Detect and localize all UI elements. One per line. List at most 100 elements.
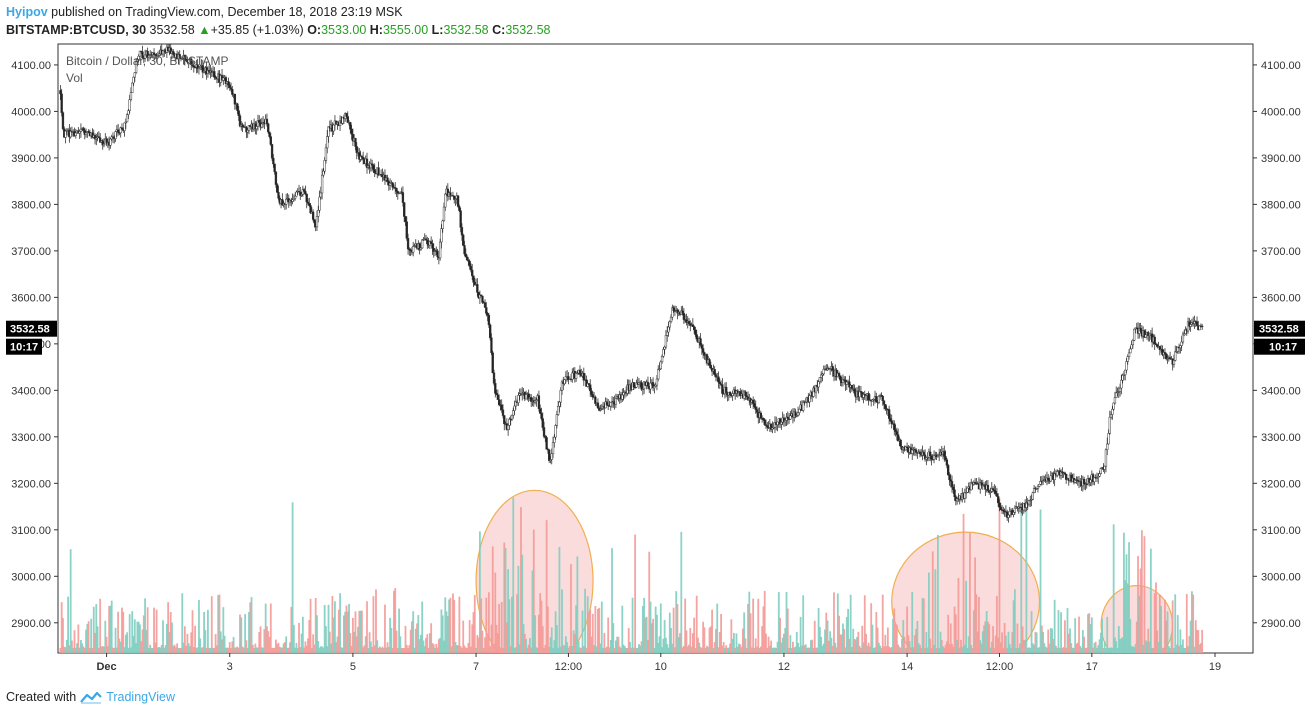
- candle-body: [114, 131, 117, 139]
- candle-body: [708, 359, 711, 366]
- candle-body: [820, 374, 823, 378]
- volume-bar: [1184, 647, 1187, 653]
- candle-body: [403, 202, 406, 217]
- candle-body: [133, 72, 136, 78]
- volume-bar: [975, 594, 978, 653]
- volume-bar: [195, 647, 198, 653]
- volume-bar: [863, 595, 866, 653]
- volume-bar: [485, 597, 488, 653]
- volume-bar: [325, 626, 327, 653]
- candle-body: [557, 405, 560, 415]
- volume-bar: [219, 631, 222, 653]
- volume-bar: [505, 622, 508, 653]
- volume-bar: [441, 615, 444, 653]
- candle-body: [304, 191, 307, 195]
- tradingview-brand[interactable]: TradingView: [106, 690, 175, 704]
- volume-bar: [830, 637, 833, 653]
- candle-body: [649, 382, 652, 390]
- volume-bar: [1151, 647, 1154, 653]
- volume-bar: [227, 647, 230, 653]
- volume-bar: [162, 620, 164, 653]
- publisher-name[interactable]: Hyipov: [6, 5, 48, 19]
- x-tick-label: 7: [473, 661, 479, 673]
- volume-bar: [99, 598, 102, 653]
- volume-bar: [244, 614, 247, 653]
- volume-bar: [1169, 647, 1171, 653]
- volume-bar: [681, 647, 684, 653]
- volume-bar: [1138, 595, 1141, 653]
- volume-bar: [817, 607, 820, 653]
- volume-bar: [563, 645, 566, 653]
- candle-body: [578, 369, 582, 375]
- candle-body: [1013, 507, 1017, 513]
- volume-bar: [908, 640, 911, 653]
- volume-bar: [253, 647, 256, 653]
- volume-bar: [364, 636, 367, 653]
- volume-bar: [309, 598, 312, 653]
- volume-bar: [752, 598, 755, 653]
- candle-body: [1065, 473, 1068, 480]
- volume-bar: [339, 593, 341, 653]
- candle-body: [273, 163, 276, 173]
- chart-header: Hyipov published on TradingView.com, Dec…: [6, 4, 551, 38]
- volume-bar: [210, 596, 213, 653]
- volume-bar: [250, 597, 253, 653]
- candle-body: [1144, 334, 1147, 338]
- volume-bar: [59, 647, 62, 653]
- volume-bar: [688, 644, 690, 653]
- volume-bar: [463, 645, 466, 653]
- volume-bar: [847, 608, 849, 653]
- volume-bar: [446, 616, 449, 653]
- volume-bar: [901, 638, 903, 653]
- candle-body: [324, 147, 328, 161]
- volume-bar: [262, 647, 264, 653]
- volume-bar: [962, 513, 965, 653]
- candle-body: [431, 243, 434, 249]
- last-price: 3532.58: [149, 23, 195, 37]
- volume-bar: [768, 645, 771, 653]
- volume-bar: [729, 643, 731, 653]
- volume-bar: [618, 646, 621, 653]
- volume-bar: [403, 647, 406, 653]
- volume-bar: [260, 647, 263, 653]
- volume-bar: [897, 644, 900, 653]
- volume-bar: [550, 627, 553, 653]
- volume-bar: [785, 592, 788, 653]
- volume-bar: [425, 637, 427, 653]
- volume-bar: [540, 600, 543, 653]
- volume-bar: [477, 637, 480, 653]
- y-tick-label-right: 4000.00: [1261, 106, 1301, 118]
- volume-bar: [108, 605, 111, 653]
- candle-body: [563, 379, 566, 385]
- volume-bar: [1144, 640, 1147, 653]
- volume-bar: [508, 599, 511, 653]
- candle-body: [480, 294, 483, 297]
- volume-bar: [230, 647, 232, 653]
- volume-bar: [1194, 620, 1197, 653]
- candle-body: [550, 453, 553, 460]
- volume-bar: [189, 646, 191, 653]
- volume-bar: [452, 593, 454, 653]
- candle-body: [889, 418, 892, 422]
- candle-body: [653, 385, 656, 389]
- volume-bar: [1031, 643, 1034, 653]
- volume-bar: [694, 647, 697, 653]
- volume-bar: [621, 605, 624, 653]
- volume-bar: [65, 639, 68, 653]
- volume-bar: [330, 643, 332, 653]
- volume-bar: [686, 646, 689, 653]
- candle-body: [537, 395, 541, 409]
- volume-bar: [727, 647, 730, 653]
- volume-bar: [191, 610, 194, 653]
- candle-body: [1139, 328, 1142, 332]
- volume-bar: [490, 624, 493, 653]
- volume-bar: [73, 630, 76, 653]
- candle-body: [124, 121, 127, 124]
- volume-bar: [561, 589, 563, 653]
- candle-body: [123, 122, 126, 131]
- candle-body: [494, 383, 497, 394]
- volume-bar: [990, 641, 993, 653]
- volume-bar: [1189, 620, 1192, 653]
- volume-bar: [72, 647, 75, 653]
